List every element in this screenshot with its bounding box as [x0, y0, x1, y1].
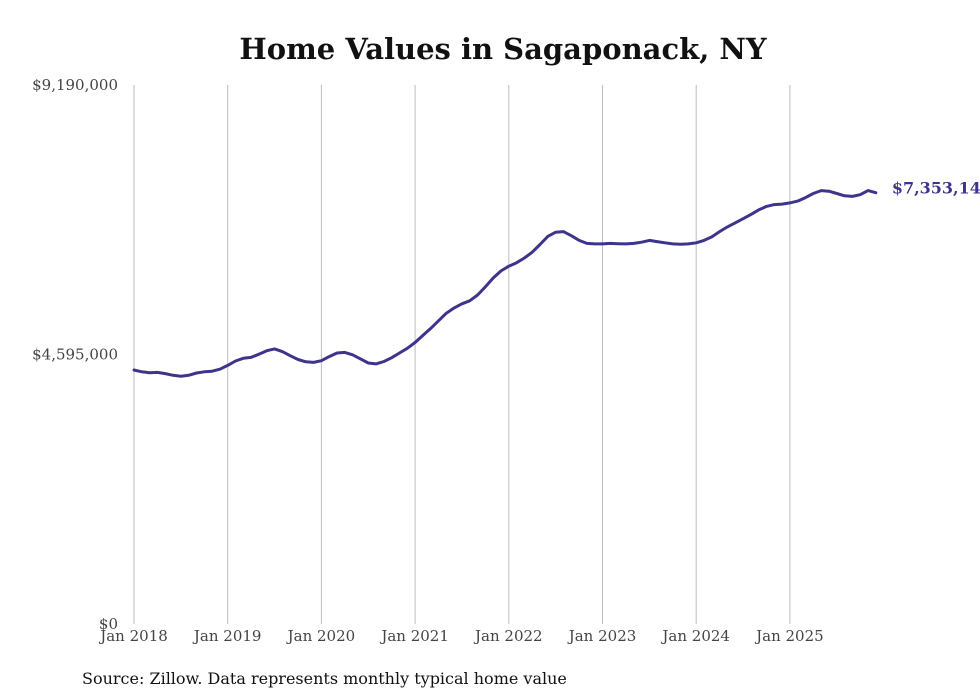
gridlines	[133, 85, 791, 624]
x-axis-ticks: Jan 2018 Jan 2019 Jan 2020 Jan 2021 Jan 2022…	[98, 627, 823, 645]
source-note: Source: Zillow. Data represents monthly …	[82, 669, 567, 688]
x-tick-label: Jan 2024	[660, 627, 730, 645]
x-tick-label: Jan 2022	[473, 627, 543, 645]
y-axis-ticks: $0 $4,595,000 $9,190,000	[32, 76, 118, 633]
x-tick-label: Jan 2018	[98, 627, 168, 645]
series-line	[132, 189, 878, 378]
x-tick-label: Jan 2019	[192, 627, 262, 645]
series-layer: $7,353,146	[132, 179, 980, 378]
y-tick-label: $9,190,000	[32, 76, 118, 94]
y-tick-label: $0	[99, 615, 118, 633]
chart-title: Home Values in Sagaponack, NY	[239, 32, 767, 66]
x-tick-label: Jan 2023	[567, 627, 637, 645]
end-value-label: $7,353,146	[892, 179, 980, 198]
x-tick-label: Jan 2021	[379, 627, 449, 645]
x-tick-label: Jan 2025	[754, 627, 824, 645]
x-tick-label: Jan 2020	[286, 627, 356, 645]
y-tick-label: $4,595,000	[32, 346, 118, 364]
